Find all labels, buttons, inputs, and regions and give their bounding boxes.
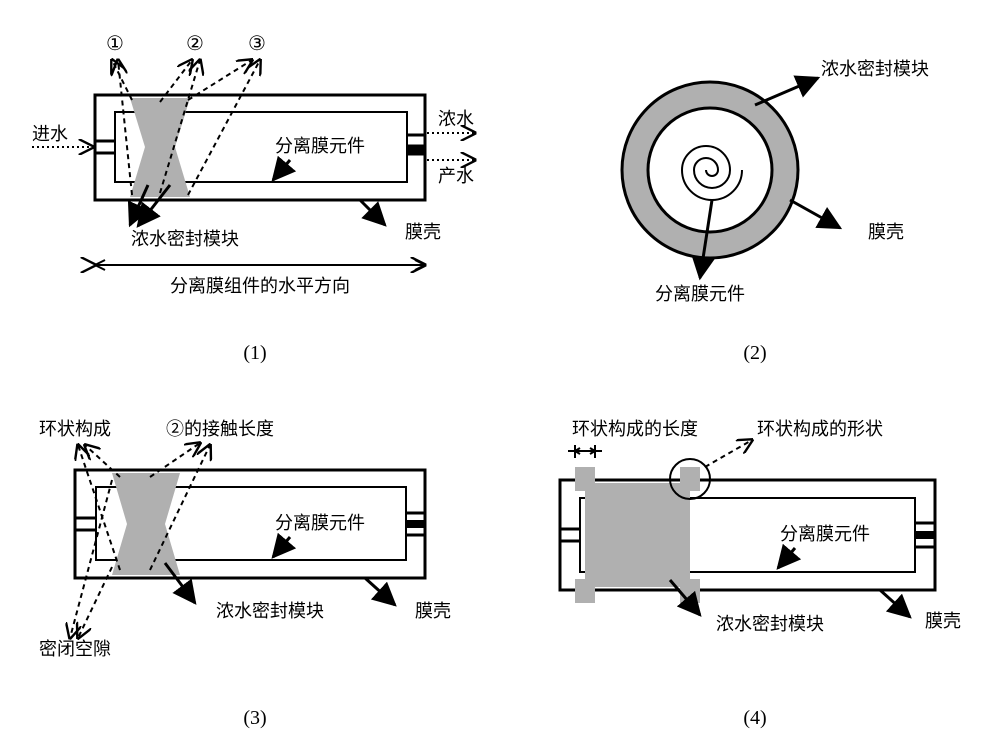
element-label: 分离膜元件 — [780, 524, 870, 544]
element-label: 分离膜元件 — [655, 284, 745, 304]
panel-4-svg: 环状构成的长度 环状构成的形状 分离膜元件 膜壳 浓水密封模块 — [520, 395, 990, 695]
seal-ring-bl — [575, 579, 595, 603]
seal-label: 浓水密封模块 — [821, 59, 929, 79]
ring-len-label: 环状构成的长度 — [572, 419, 698, 439]
panel-3-svg: 环状构成 ②的接触长度 分离膜元件 膜壳 浓水密封模块 密闭空隙 — [20, 395, 490, 695]
num-2: ② — [186, 33, 204, 55]
shell-label: 膜壳 — [405, 222, 441, 242]
figure-grid: ① ② ③ 进水 浓水 产水 分离膜元件 膜壳 — [20, 20, 980, 730]
ring-shape-label: 环状构成的形状 — [757, 419, 883, 439]
seal-ring-tl — [575, 467, 595, 491]
num-3: ③ — [248, 33, 266, 55]
panel-3-caption: (3) — [243, 707, 266, 730]
perm-out-label: 产水 — [438, 166, 474, 186]
seal-label: 浓水密封模块 — [716, 614, 824, 634]
element-label: 分离膜元件 — [275, 136, 365, 156]
seal-ring-tr — [680, 467, 700, 491]
seal-label: 浓水密封模块 — [131, 229, 239, 249]
seal-label: 浓水密封模块 — [216, 601, 324, 621]
panel-1-svg: ① ② ③ 进水 浓水 产水 分离膜元件 膜壳 — [20, 20, 490, 330]
shell-label: 膜壳 — [925, 611, 961, 631]
panel-3: 环状构成 ②的接触长度 分离膜元件 膜壳 浓水密封模块 密闭空隙 (3) — [20, 395, 490, 730]
gap-label: 密闭空隙 — [39, 639, 111, 659]
panel-4: 环状构成的长度 环状构成的形状 分离膜元件 膜壳 浓水密封模块 (4) — [520, 395, 990, 730]
num-1: ① — [106, 33, 124, 55]
contact-label: ②的接触长度 — [166, 419, 274, 439]
horiz-label: 分离膜组件的水平方向 — [170, 276, 350, 296]
panel-2-caption: (2) — [743, 342, 766, 365]
panel-4-caption: (4) — [743, 707, 766, 730]
seal-body — [585, 483, 690, 587]
panel-2: 浓水密封模块 膜壳 分离膜元件 (2) — [520, 20, 990, 365]
panel-1: ① ② ③ 进水 浓水 产水 分离膜元件 膜壳 — [20, 20, 490, 365]
ring-label: 环状构成 — [39, 419, 111, 439]
shell-label: 膜壳 — [868, 222, 904, 242]
shell-label: 膜壳 — [415, 601, 451, 621]
inlet-label: 进水 — [32, 124, 68, 144]
seal-ring-br — [680, 579, 700, 603]
element-label: 分离膜元件 — [275, 513, 365, 533]
conc-out-label: 浓水 — [438, 109, 474, 129]
panel-2-svg: 浓水密封模块 膜壳 分离膜元件 — [540, 20, 970, 330]
panel-1-caption: (1) — [243, 342, 266, 365]
